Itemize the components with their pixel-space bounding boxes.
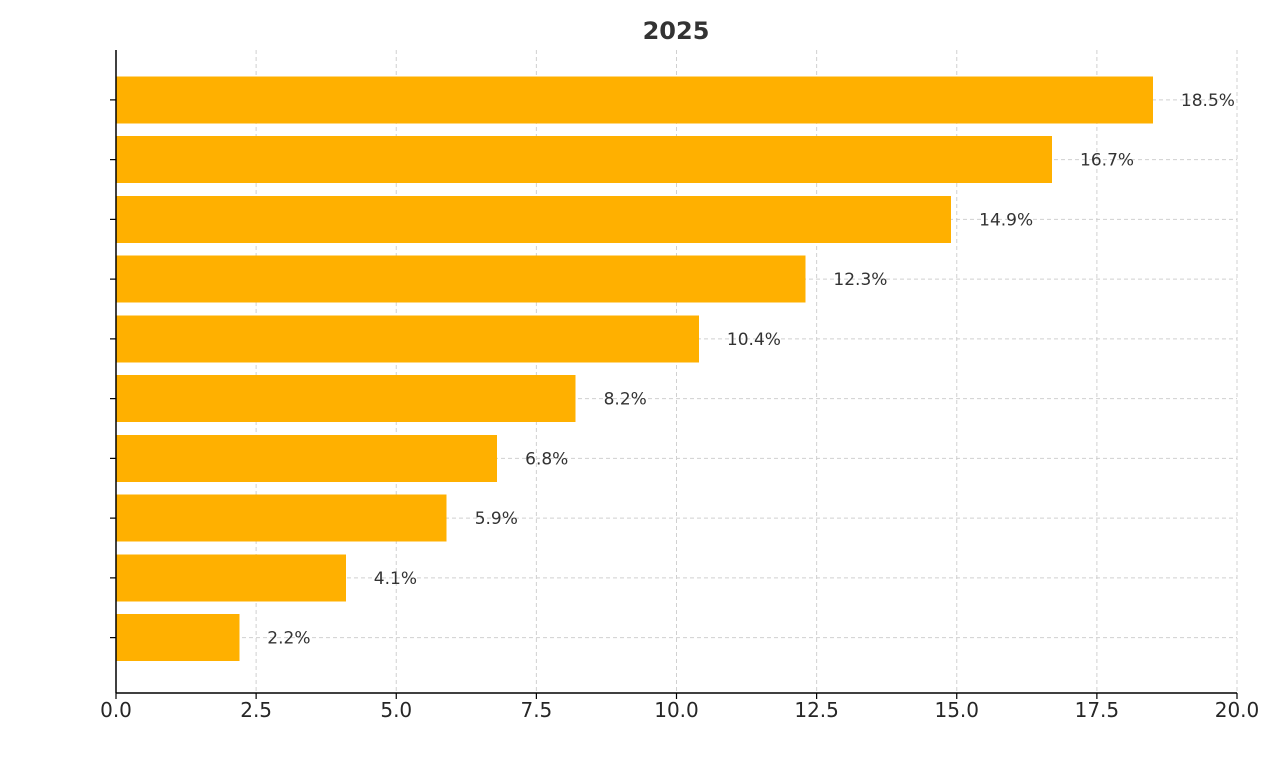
value-label-7: 5.9%	[475, 509, 518, 529]
x-tick-label-8: 20.0	[1215, 698, 1260, 722]
value-label-8: 4.1%	[374, 569, 417, 589]
x-tick-label-4: 10.0	[654, 698, 699, 722]
bar-4	[116, 315, 699, 363]
bar-1	[116, 136, 1053, 184]
x-tick-label-2: 5.0	[380, 698, 412, 722]
x-tick-label-1: 2.5	[240, 698, 272, 722]
bar-5	[116, 375, 576, 423]
value-label-2: 14.9%	[979, 210, 1033, 230]
chart-title: 2025	[643, 17, 710, 45]
bar-8	[116, 554, 346, 602]
bar-2	[116, 195, 952, 243]
value-labels-layer: 18.5% 16.7% 14.9% 12.3% 10.4% 8.2% 6.8% 5.9% 4.1…	[267, 91, 1235, 649]
bar-9	[116, 614, 240, 662]
bar-0	[116, 76, 1153, 124]
bar-3	[116, 255, 806, 303]
value-label-0: 18.5%	[1181, 91, 1235, 111]
x-tick-label-7: 17.5	[1075, 698, 1120, 722]
bars-layer	[116, 76, 1153, 662]
x-tick-label-6: 15.0	[934, 698, 979, 722]
axes-layer: 0.0 2.5 5.0 7.5 10.0 12.5 15.0 17.5 20.0	[100, 50, 1259, 722]
bar-6	[116, 434, 498, 482]
x-tick-label-3: 7.5	[520, 698, 552, 722]
value-label-3: 12.3%	[833, 270, 887, 290]
value-label-1: 16.7%	[1080, 151, 1134, 171]
value-label-5: 8.2%	[604, 390, 647, 410]
value-label-4: 10.4%	[727, 330, 781, 350]
x-tick-label-5: 12.5	[794, 698, 839, 722]
value-label-9: 2.2%	[267, 629, 310, 649]
value-label-6: 6.8%	[525, 449, 568, 469]
x-tick-label-0: 0.0	[100, 698, 132, 722]
bar-7	[116, 494, 447, 542]
